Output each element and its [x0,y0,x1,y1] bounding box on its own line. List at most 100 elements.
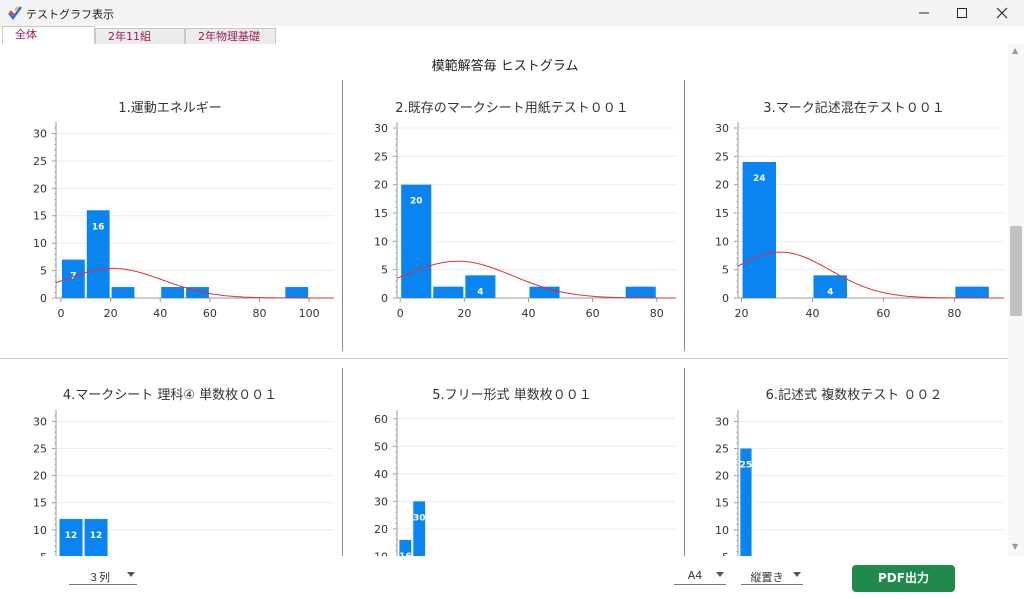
minimize-icon [919,12,929,14]
y-tick-label: 10 [33,237,47,250]
histogram-bar [84,518,108,556]
y-tick-label: 30 [374,122,388,135]
x-tick-label: 20 [457,307,471,320]
chart-title: 2.既存のマークシート用紙テスト００１ [395,101,628,116]
histogram-chart: 5 10 15 20 25 30 12 12 4.マークシート 理科④ 単数枚００１ [33,387,334,556]
histogram-bar [161,287,185,298]
y-tick-label: 5 [381,264,388,277]
scroll-down-icon[interactable]: ▼ [1012,542,1019,551]
y-tick-label: 15 [33,497,47,510]
histogram-bar [740,448,752,556]
y-tick-label: 15 [374,207,388,220]
histogram-bar [955,286,989,298]
normal-distribution-curve [737,251,1004,299]
y-tick-label: 15 [33,210,47,223]
bar-count-label: 4 [827,287,833,297]
histogram-bar [61,259,85,298]
paper-size-select[interactable]: A4 [674,568,726,585]
bar-count-label: 4 [477,287,483,297]
page-title: 模範解答毎 ヒストグラム [431,59,579,74]
bar-count-label: 16 [92,222,105,232]
histogram-bar [285,287,309,298]
y-tick-label: 30 [715,415,729,428]
title-bar: テストグラフ表示 [0,0,1024,26]
y-tick-label: 25 [33,443,47,456]
chevron-down-icon [127,572,135,577]
y-tick-label: 20 [374,523,388,536]
y-tick-label: 30 [33,127,47,140]
y-tick-label: 30 [715,122,729,135]
pdf-export-button[interactable]: PDF出力 [852,565,955,592]
y-tick-label: 25 [33,155,47,168]
y-tick-label: 15 [715,207,729,220]
y-tick-label: 0 [40,292,47,305]
paper-size-value: A4 [687,569,703,582]
chart-title: 4.マークシート 理科④ 単数枚００１ [63,387,277,403]
x-tick-label: 40 [153,307,167,320]
columns-select[interactable]: ３列 [69,568,137,585]
y-tick-label: 5 [40,265,47,278]
y-tick-label: 10 [374,550,388,556]
maximize-button[interactable] [944,0,980,26]
histogram-bar [742,162,777,298]
histogram-bar [433,286,464,298]
tab-class-2-11[interactable]: 2年11組 [95,28,185,44]
window-title: テストグラフ表示 [26,8,114,21]
y-tick-label: 5 [722,551,729,556]
y-tick-label: 30 [33,415,47,428]
minimize-button[interactable] [906,0,942,26]
y-tick-label: 15 [715,497,729,510]
bottom-toolbar: ３列 A4 縦置き PDF出力 [0,556,1024,599]
histogram-chart: 0 5 10 15 20 25 30 0 20 40 60 80 20 4 2.既存のマークシート用紙テスト… [374,101,676,320]
column-divider [684,80,685,351]
x-tick-label: 20 [104,307,118,320]
y-tick-label: 5 [722,264,729,277]
y-tick-label: 20 [715,470,729,483]
y-tick-label: 10 [33,524,47,537]
column-divider [342,80,343,351]
tab-physics-basics[interactable]: 2年物理基礎 [185,28,276,44]
x-tick-label: 60 [586,307,600,320]
vertical-scrollbar[interactable]: ▲ ▼ [1008,44,1024,556]
y-tick-label: 25 [715,443,729,456]
chart-title: 3.マーク記述混在テスト００１ [763,100,944,116]
y-tick-label: 25 [715,150,729,163]
tab-bar: 全体 2年11組 2年物理基礎 [0,26,1024,44]
y-tick-label: 10 [715,235,729,248]
y-tick-label: 60 [374,413,388,426]
close-icon [996,7,1008,19]
tab-label: 全体 [15,28,37,41]
x-tick-label: 80 [253,307,267,320]
y-tick-label: 10 [374,235,388,248]
bar-count-label: 25 [740,461,753,471]
histogram-bar [465,275,496,298]
histogram-chart: 5 10 15 20 25 30 25 6.記述式 複数枚テスト ００２ [715,387,1004,556]
bar-count-label: 12 [90,531,103,541]
tab-all[interactable]: 全体 [2,26,95,44]
y-tick-label: 20 [33,470,47,483]
x-tick-label: 80 [650,307,664,320]
orientation-value: 縦置き [750,571,784,584]
y-tick-label: 40 [374,468,388,481]
y-tick-label: 10 [715,524,729,537]
x-tick-label: 0 [57,307,64,320]
scrollbar-thumb[interactable] [1010,226,1022,316]
columns-select-value: ３列 [88,571,110,584]
scroll-up-icon[interactable]: ▲ [1012,46,1019,55]
histogram-bar [86,210,110,298]
orientation-select[interactable]: 縦置き [741,568,803,585]
y-tick-label: 20 [715,179,729,192]
chart-title: 5.フリー形式 単数枚００１ [432,387,592,403]
x-tick-label: 60 [203,307,217,320]
histogram-bar [413,501,426,556]
bar-count-label: 24 [753,174,766,184]
x-tick-label: 20 [735,307,749,320]
close-button[interactable] [984,0,1020,26]
maximize-icon [957,8,967,18]
tab-label: 2年11組 [108,30,151,43]
chart-title: 1.運動エネルギー [118,101,221,116]
y-tick-label: 30 [374,495,388,508]
y-tick-label: 20 [374,179,388,192]
app-logo-icon [8,6,22,20]
